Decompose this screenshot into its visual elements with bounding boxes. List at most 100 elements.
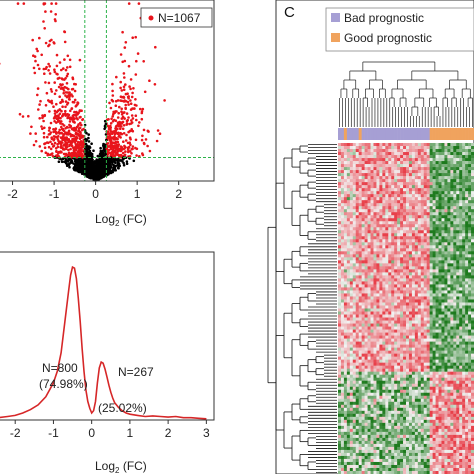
color-bar-cell bbox=[408, 128, 413, 140]
point-significant bbox=[40, 149, 43, 153]
heatmap-cell bbox=[429, 149, 433, 153]
heatmap-cell bbox=[468, 155, 472, 159]
heatmap-cell bbox=[343, 236, 348, 240]
legend-label: N=1067 bbox=[158, 11, 201, 25]
heatmap-cell bbox=[411, 200, 416, 204]
heatmap-cell bbox=[367, 305, 371, 309]
heatmap-cell bbox=[411, 203, 416, 207]
heatmap-cell bbox=[391, 206, 395, 210]
point-nonsignificant bbox=[92, 149, 95, 152]
point-nonsignificant bbox=[100, 170, 104, 174]
point-significant bbox=[127, 116, 130, 119]
heatmap-cell bbox=[346, 233, 351, 237]
point-significant bbox=[52, 41, 55, 44]
heatmap-cell bbox=[379, 179, 383, 183]
heatmap-cell bbox=[394, 185, 398, 189]
heatmap-cell bbox=[459, 242, 463, 246]
heatmap-cell bbox=[340, 251, 345, 255]
heatmap-cell bbox=[364, 200, 368, 204]
heatmap-cell bbox=[397, 179, 401, 183]
heatmap-cell bbox=[414, 251, 419, 255]
heatmap-cell bbox=[438, 251, 442, 255]
heatmap-cell bbox=[444, 185, 448, 189]
heatmap-cell bbox=[379, 206, 383, 210]
heatmap-cell bbox=[391, 296, 395, 300]
point-significant bbox=[56, 77, 60, 80]
color-bar-cell bbox=[450, 128, 454, 140]
heatmap-cell bbox=[361, 242, 365, 246]
heatmap-cell bbox=[438, 206, 442, 210]
heatmap-cell bbox=[465, 173, 469, 177]
heatmap-cell bbox=[441, 170, 445, 174]
heatmap-cell bbox=[397, 308, 401, 312]
heatmap-cell bbox=[447, 308, 451, 312]
heatmap-cell bbox=[468, 206, 472, 210]
heatmap-cell bbox=[426, 218, 430, 222]
heatmap-cell bbox=[462, 260, 466, 264]
color-bar-cell bbox=[338, 128, 342, 140]
heatmap-cell bbox=[408, 185, 413, 189]
heatmap-cell bbox=[338, 245, 342, 249]
heatmap-cell bbox=[462, 284, 466, 288]
point-significant bbox=[123, 117, 126, 120]
point-significant bbox=[141, 153, 145, 157]
heatmap-cell bbox=[432, 290, 436, 294]
heatmap-cell bbox=[376, 296, 380, 300]
heatmap-cell bbox=[447, 281, 451, 285]
heatmap-cell bbox=[394, 146, 398, 150]
heatmap-cell bbox=[403, 311, 407, 315]
point-significant bbox=[112, 118, 116, 122]
heatmap-cell bbox=[340, 203, 345, 207]
heatmap-cell bbox=[349, 173, 354, 177]
heatmap-cell bbox=[340, 221, 345, 225]
heatmap-cell bbox=[406, 182, 410, 186]
heatmap-cell bbox=[358, 230, 362, 234]
heatmap-cell bbox=[400, 209, 404, 213]
heatmap-cell bbox=[408, 305, 413, 309]
heatmap-cell bbox=[417, 176, 422, 180]
heatmap-cell bbox=[468, 230, 472, 234]
heatmap-cell bbox=[352, 158, 357, 162]
point-significant bbox=[72, 101, 76, 104]
heatmap-cell bbox=[465, 200, 469, 204]
heatmap-cell bbox=[358, 236, 362, 240]
heatmap-cell bbox=[367, 221, 371, 225]
heatmap-cell bbox=[349, 305, 354, 309]
heatmap-cell bbox=[338, 233, 342, 237]
color-bar-cell bbox=[400, 128, 404, 140]
heatmap-cell bbox=[385, 278, 389, 282]
heatmap-cell bbox=[462, 263, 466, 267]
heatmap-cell bbox=[420, 287, 425, 291]
heatmap-cell bbox=[349, 206, 354, 210]
point-nonsignificant bbox=[87, 140, 91, 143]
heatmap-cell bbox=[361, 221, 365, 225]
heatmap-cell bbox=[343, 275, 348, 279]
heatmap-cell bbox=[447, 176, 451, 180]
heatmap-cell bbox=[352, 152, 357, 156]
heatmap-cell bbox=[346, 239, 351, 243]
heatmap-cell bbox=[447, 170, 451, 174]
heatmap-cell bbox=[373, 302, 377, 306]
heatmap-cell bbox=[338, 248, 342, 252]
heatmap-cell bbox=[456, 227, 460, 231]
heatmap-cell bbox=[423, 275, 427, 279]
point-significant bbox=[137, 124, 140, 128]
heatmap-cell bbox=[459, 185, 463, 189]
heatmap-cell bbox=[459, 230, 463, 234]
heatmap-cell bbox=[358, 281, 362, 285]
heatmap-cell bbox=[406, 236, 410, 240]
point-significant bbox=[58, 61, 62, 64]
heatmap-cell bbox=[411, 248, 416, 252]
point-nonsignificant bbox=[103, 148, 106, 151]
heatmap-cell bbox=[397, 254, 401, 258]
heatmap-cell bbox=[435, 146, 439, 150]
heatmap-cell bbox=[338, 311, 342, 315]
point-significant bbox=[38, 36, 41, 40]
heatmap-cell bbox=[414, 254, 419, 258]
heatmap-cell bbox=[394, 143, 398, 147]
point-nonsignificant bbox=[111, 163, 115, 166]
point-significant bbox=[130, 114, 134, 117]
heatmap-cell bbox=[435, 197, 439, 201]
heatmap-cell bbox=[465, 206, 469, 210]
heatmap-cell bbox=[450, 257, 454, 261]
